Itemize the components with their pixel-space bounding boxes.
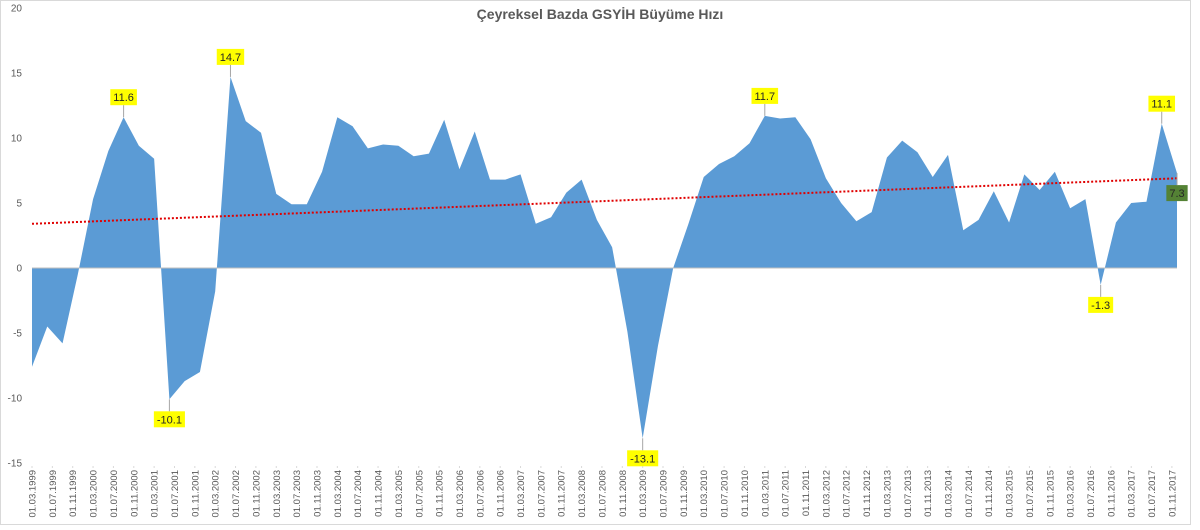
x-tick-label: 01.11.2001 (190, 470, 201, 517)
y-tick-label: 5 (16, 199, 22, 210)
y-tick-label: 20 (11, 4, 23, 15)
x-tick-label: 01.11.1999 (68, 470, 79, 517)
x-tick-label: 01.07.2006 (475, 470, 486, 518)
data-label-box (1088, 296, 1114, 313)
data-label: -1.3 (1091, 300, 1110, 312)
x-tick-label: 01.11.2009 (679, 470, 690, 517)
y-tick-label: -15 (8, 459, 23, 470)
x-tick-label: 01.11.2013 (923, 470, 934, 517)
x-tick-label: 01.11.2012 (862, 470, 873, 517)
x-tick-label: 01.03.2013 (882, 470, 893, 518)
x-tick-label: 01.07.2003 (292, 470, 303, 518)
data-label: 7.3 (1169, 188, 1184, 200)
x-tick-label: 01.07.2016 (1086, 470, 1097, 518)
x-tick-label: 01.03.2014 (944, 470, 955, 518)
x-tick-label: 01.03.2017 (1127, 470, 1138, 518)
y-tick-label: 0 (16, 264, 22, 275)
x-tick-label: 01.11.2015 (1045, 470, 1056, 517)
x-tick-label: 01.07.2015 (1025, 470, 1036, 518)
x-tick-label: 01.07.2017 (1147, 470, 1158, 518)
data-label-box (627, 450, 659, 467)
x-tick-label: 01.03.2011 (760, 470, 771, 517)
y-tick-label: -5 (13, 329, 22, 340)
x-tick-label: 01.11.2003 (312, 470, 323, 517)
x-tick-label: 01.03.1999 (28, 470, 39, 518)
x-tick-label: 01.07.2005 (414, 470, 425, 518)
x-tick-label: 01.11.2016 (1106, 470, 1117, 517)
chart-title: Çeyreksel Bazda GSYİH Büyüme Hızı (477, 6, 724, 22)
x-tick-label: 01.03.2008 (577, 470, 588, 518)
x-tick-label: 01.03.2000 (89, 470, 100, 518)
x-tick-label: 01.07.2007 (536, 470, 547, 518)
x-tick-label: 01.07.2002 (231, 470, 242, 518)
data-label: 14.7 (220, 52, 241, 64)
x-tick-label: 01.11.2004 (374, 470, 385, 517)
x-tick-label: 01.11.2005 (435, 470, 446, 517)
y-tick-label: -10 (8, 394, 23, 405)
y-tick-label: 10 (11, 134, 23, 145)
x-tick-label: 01.03.2007 (516, 470, 527, 518)
x-tick-label: 01.03.2016 (1066, 470, 1077, 518)
x-tick-label: 01.07.1999 (48, 470, 59, 518)
x-tick-label: 01.03.2010 (699, 470, 710, 518)
x-tick-label: 01.03.2006 (455, 470, 466, 518)
x-tick-label: 01.03.2001 (150, 470, 161, 518)
data-label: -13.1 (630, 453, 655, 465)
x-tick-label: 01.03.2005 (394, 470, 405, 518)
x-tick-label: 01.07.2004 (353, 470, 364, 518)
data-label-box (1148, 95, 1176, 112)
data-label-box (153, 411, 185, 428)
x-tick-label: 01.03.2015 (1005, 470, 1016, 518)
x-tick-label: 01.07.2014 (964, 470, 975, 518)
data-label-box (110, 89, 137, 106)
x-tick-label: 01.03.2003 (272, 470, 283, 518)
x-tick-label: 01.07.2010 (720, 470, 731, 518)
x-tick-label: 01.11.2017 (1167, 470, 1178, 517)
x-tick-label: 01.11.2011 (801, 470, 812, 516)
x-tick-label: 01.11.2002 (251, 470, 262, 517)
x-tick-label: 01.07.2011 (781, 470, 792, 517)
x-tick-label: 01.07.2000 (109, 470, 120, 518)
x-tick-label: 01.03.2012 (821, 470, 832, 518)
trendline (31, 177, 1178, 225)
x-tick-label: 01.11.2010 (740, 470, 751, 517)
x-tick-label: 01.11.2006 (496, 470, 507, 517)
x-tick-label: 01.07.2008 (597, 470, 608, 518)
area (32, 76, 1177, 439)
data-label-box (751, 87, 779, 104)
x-tick-label: 01.11.2008 (618, 470, 629, 517)
data-label: 11.6 (113, 92, 134, 104)
x-tick-label: 01.03.2009 (638, 470, 649, 518)
x-tick-label: 01.07.2009 (659, 470, 670, 518)
x-tick-label: 01.03.2002 (211, 470, 222, 518)
x-tick-label: 01.07.2012 (842, 470, 853, 518)
x-tick-label: 01.07.2013 (903, 470, 914, 518)
data-label: 11.1 (1151, 99, 1172, 111)
data-label: -10.1 (157, 414, 182, 426)
x-tick-label: 01.03.2004 (333, 470, 344, 518)
data-label-box (216, 48, 245, 65)
data-label: 11.7 (755, 91, 776, 103)
x-tick-label: 01.07.2001 (170, 470, 181, 518)
x-tick-label: 01.11.2000 (129, 470, 140, 517)
y-tick-label: 15 (11, 69, 23, 80)
x-tick-label: 01.11.2007 (557, 470, 568, 517)
x-tick-label: 01.11.2014 (984, 470, 995, 517)
data-label-box (1166, 185, 1188, 202)
